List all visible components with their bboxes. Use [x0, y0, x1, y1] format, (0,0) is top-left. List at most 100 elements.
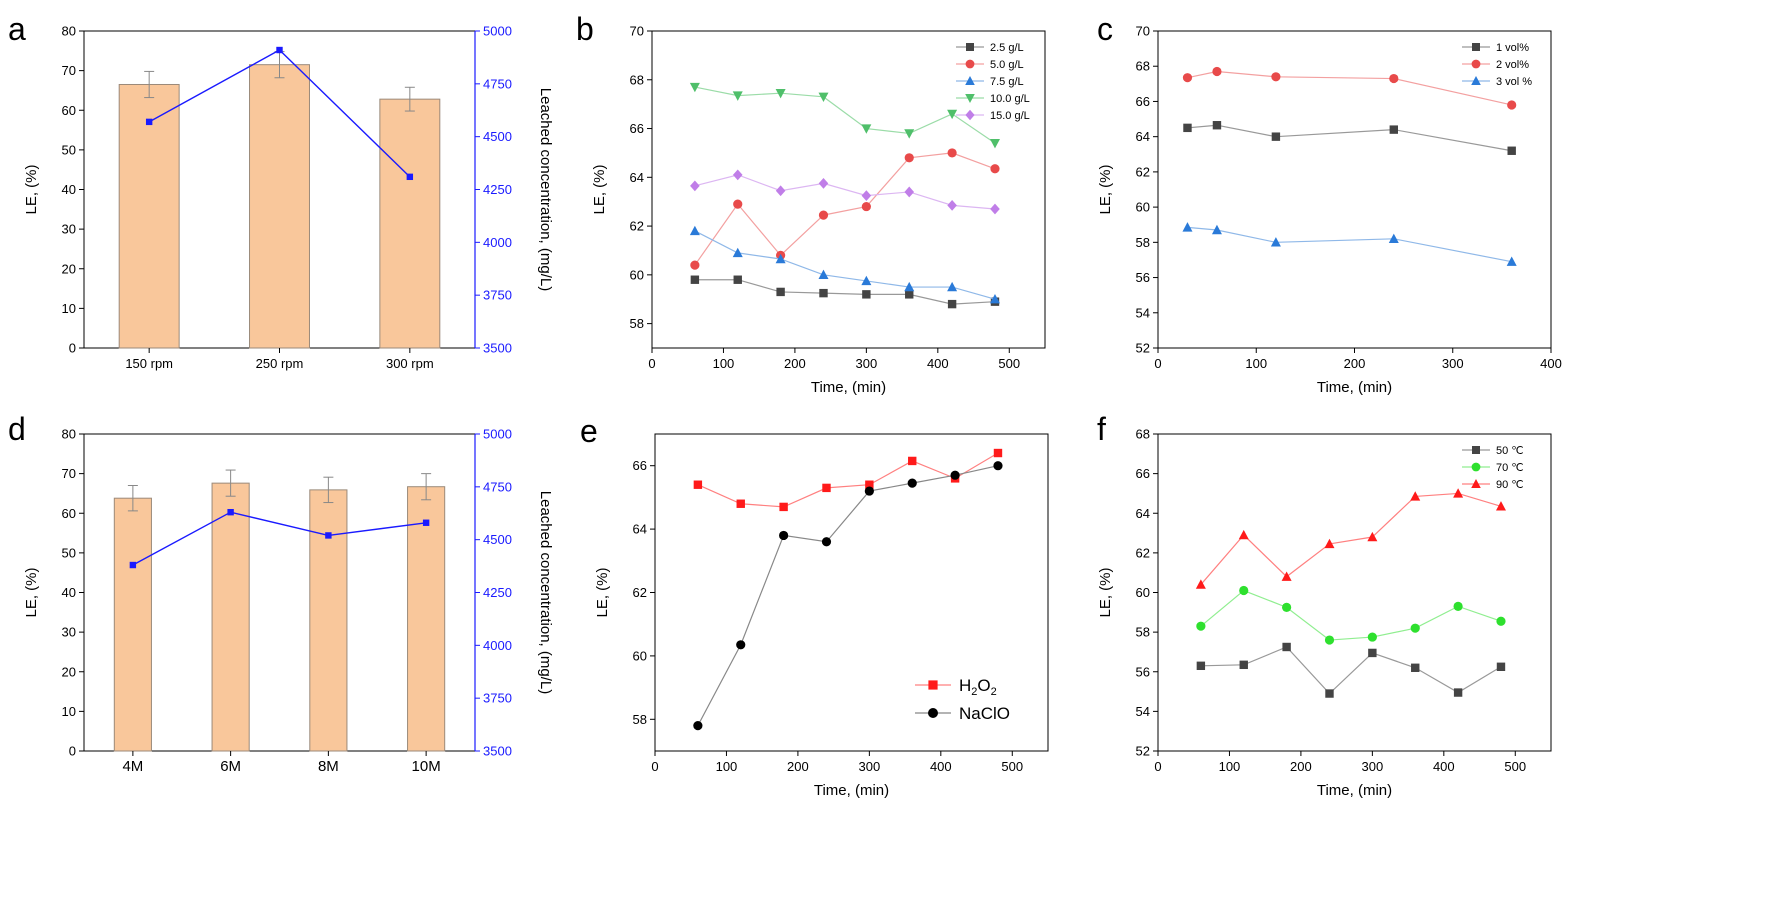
x-tick-label: 200 [1344, 356, 1366, 371]
y-tick-label: 60 [1136, 585, 1150, 600]
y-tick-label: 60 [62, 103, 76, 118]
y-tick-label: 0 [69, 744, 76, 759]
y-tick-label: 62 [1136, 164, 1150, 179]
legend-label: 7.5 g/L [990, 76, 1024, 88]
data-point [904, 129, 915, 139]
secondary-marker [276, 46, 283, 54]
y-tick-label: 52 [1136, 744, 1150, 759]
legend-marker [1471, 59, 1481, 69]
series-line [1187, 124, 1512, 152]
panel-letter: b [576, 11, 594, 47]
data-point [861, 275, 872, 286]
data-point [1453, 601, 1463, 611]
data-point [818, 210, 829, 220]
data-point [1239, 585, 1249, 596]
data-point [904, 153, 914, 163]
series-line [1200, 492, 1502, 585]
bar [309, 489, 348, 752]
data-point [732, 169, 743, 181]
legend-label: 2 vol% [1496, 59, 1529, 71]
panel-d: d 0 10 20 30 40 50 60 70 80 LE, (%) 4M 6M 8M 10M 3500 37… [8, 411, 554, 775]
y-tick-label: 50 [62, 142, 76, 157]
y-tick-label: 70 [630, 24, 644, 39]
legend-label-part: O [977, 676, 990, 695]
legend-marker [1471, 479, 1481, 488]
data-point [947, 148, 957, 158]
panel-f: f 52 54 56 58 60 62 64 66 68 LE, (%) 0 100 200 300 400 5… [1097, 411, 1552, 799]
y-tick-label: 66 [630, 121, 644, 136]
y-tick-label: 20 [62, 664, 76, 679]
data-point [775, 253, 786, 264]
y-tick-label: 68 [1136, 427, 1150, 442]
series-line [1200, 646, 1502, 695]
y-tick-label: 58 [1136, 625, 1150, 640]
y-tick-label: 70 [62, 466, 76, 481]
legend-marker [1472, 446, 1480, 454]
data-point [733, 275, 742, 284]
data-point [1410, 623, 1420, 633]
data-point [818, 269, 829, 280]
legend-marker [928, 680, 938, 690]
y2-tick-label: 3750 [483, 691, 512, 706]
panel-letter: c [1097, 11, 1113, 47]
y-tick-label: 64 [633, 522, 647, 537]
plot-frame [651, 30, 1046, 349]
series-line [694, 86, 996, 144]
y-tick-label: 60 [62, 506, 76, 521]
legend-marker [1472, 43, 1480, 51]
data-point [947, 299, 957, 309]
data-point [1367, 531, 1378, 542]
x-tick-label: 400 [1433, 759, 1455, 774]
x-tick-label: 300 [859, 759, 881, 774]
x-tick-label: 500 [998, 356, 1020, 371]
data-point [1211, 224, 1222, 235]
y2-axis-label: Leached concentration, (mg/L) [537, 491, 554, 694]
y-axis-label: LE, (%) [591, 164, 608, 214]
x-tick-label: 4M [122, 758, 143, 775]
data-point [1453, 688, 1463, 697]
y-tick-label: 0 [69, 341, 76, 356]
data-point [822, 483, 831, 493]
y2-axis-label: Leached concentration, (mg/L) [537, 88, 554, 291]
series-line [697, 452, 999, 508]
legend-marker [1471, 76, 1481, 85]
y-axis-label: LE, (%) [23, 567, 40, 617]
data-point [1496, 662, 1506, 671]
data-point [1195, 579, 1206, 589]
legend-marker [966, 43, 974, 51]
bar [249, 64, 310, 349]
x-tick-label: 100 [1245, 356, 1267, 371]
data-point [818, 92, 829, 103]
y-tick-label: 60 [1136, 200, 1150, 215]
y2-tick-label: 4500 [483, 532, 512, 547]
y2-tick-label: 3750 [483, 288, 512, 303]
legend-marker [965, 59, 975, 69]
data-point [690, 260, 700, 270]
y-tick-label: 80 [62, 24, 76, 39]
y-tick-label: 62 [633, 585, 647, 600]
data-point [779, 530, 789, 541]
y2-tick-label: 4750 [483, 479, 512, 494]
data-point [1196, 661, 1206, 671]
data-point [1238, 529, 1249, 540]
y-tick-label: 54 [1136, 704, 1150, 719]
data-point [1270, 237, 1281, 247]
data-point [861, 124, 872, 134]
y-tick-label: 40 [62, 182, 76, 197]
y-axis-label: LE, (%) [1097, 567, 1114, 617]
series-line [1187, 226, 1512, 263]
data-point [1212, 66, 1222, 77]
data-point [732, 91, 743, 101]
x-tick-label: 300 [1442, 356, 1464, 371]
y-tick-label: 68 [630, 72, 644, 87]
data-point [904, 281, 915, 292]
bar [211, 482, 250, 752]
y-tick-label: 54 [1136, 305, 1150, 320]
data-point [689, 225, 700, 236]
y-tick-label: 70 [1136, 24, 1150, 39]
series-line [697, 465, 999, 726]
y-tick-label: 10 [62, 704, 76, 719]
legend-label: NaClO [959, 704, 1010, 723]
data-point [1389, 125, 1398, 134]
